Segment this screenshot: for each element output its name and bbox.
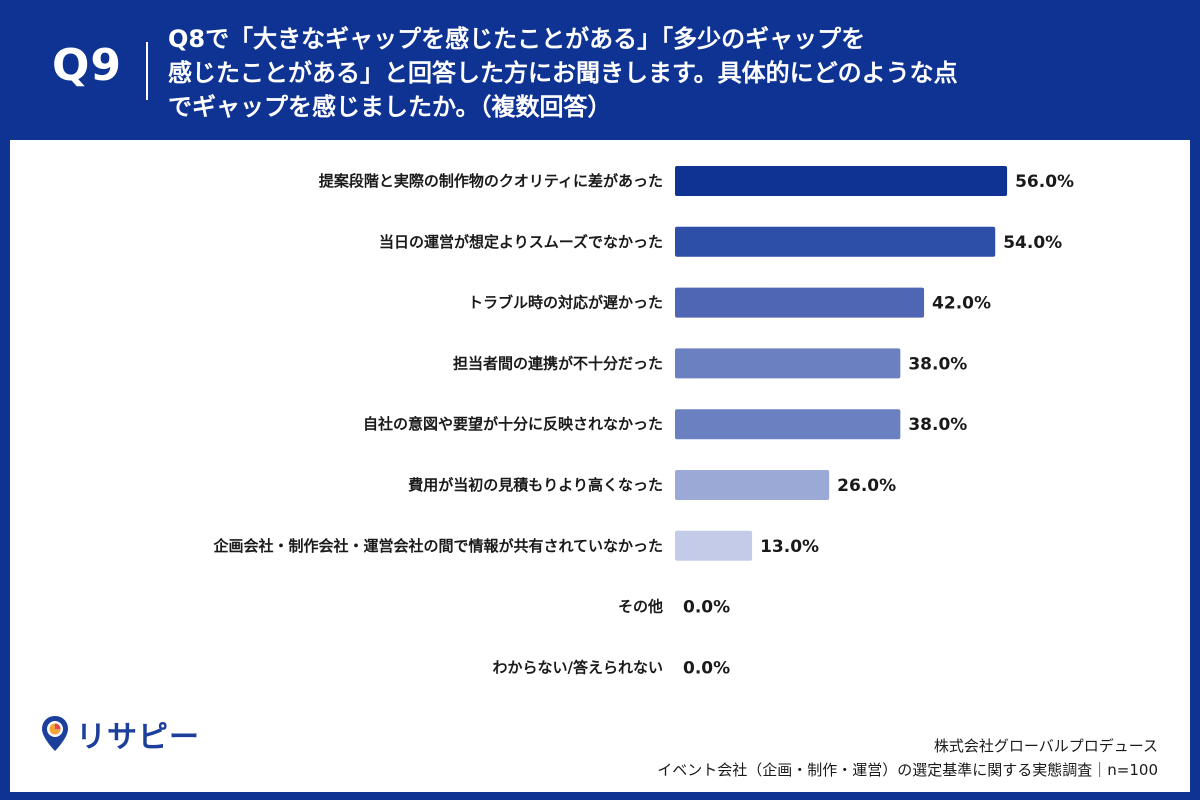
data-label: 42.0% [932,294,991,314]
data-label: 56.0% [1015,172,1074,192]
category-label: わからない/答えられない [493,658,663,676]
bar [675,287,925,318]
logo-text: リサピー [76,720,200,755]
question-header: Q9 Q8で「大きなギャップを感じたことがある」「多少のギャップを 感じたことが… [0,0,1200,140]
category-label: トラブル時の対応が遅かった [468,294,663,312]
bar [675,226,996,257]
category-label: 当日の運営が想定よりスムーズでなかった [379,233,663,251]
category-label: 提案段階と実際の制作物のクオリティに差があった [319,172,663,190]
header-divider [146,42,148,100]
bar [675,166,1008,196]
category-label: 担当者間の連携が不十分だった [453,354,663,372]
data-label: 38.0% [908,415,967,435]
category-label: その他 [618,598,663,616]
data-label: 0.0% [683,658,730,678]
data-label: 0.0% [683,598,730,618]
category-label: 費用が当初の見積もりより高くなった [408,476,663,494]
question-number: Q9 [52,40,123,91]
data-label: 13.0% [760,537,819,557]
category-label: 企画会社・制作会社・運営会社の間で情報が共有されていなかった [212,537,663,555]
bar [675,530,753,561]
data-label: 26.0% [837,476,896,496]
brand-logo: リサピー [40,712,200,756]
bar [675,348,901,379]
pin-icon [40,715,70,753]
source-survey: イベント会社（企画・制作・運営）の選定基準に関する実態調査｜n=100 [657,761,1158,779]
data-label: 38.0% [908,354,967,374]
data-label: 54.0% [1003,233,1062,253]
category-label: 自社の意図や要望が十分に反映されなかった [363,415,663,433]
source-company: 株式会社グローバルプロデュース [933,737,1158,755]
question-title: Q8で「大きなギャップを感じたことがある」「多少のギャップを 感じたことがある」… [168,25,958,121]
bar [675,409,901,440]
source-credit: 株式会社グローバルプロデュース イベント会社（企画・制作・運営）の選定基準に関す… [458,734,1158,782]
bar [675,470,830,500]
